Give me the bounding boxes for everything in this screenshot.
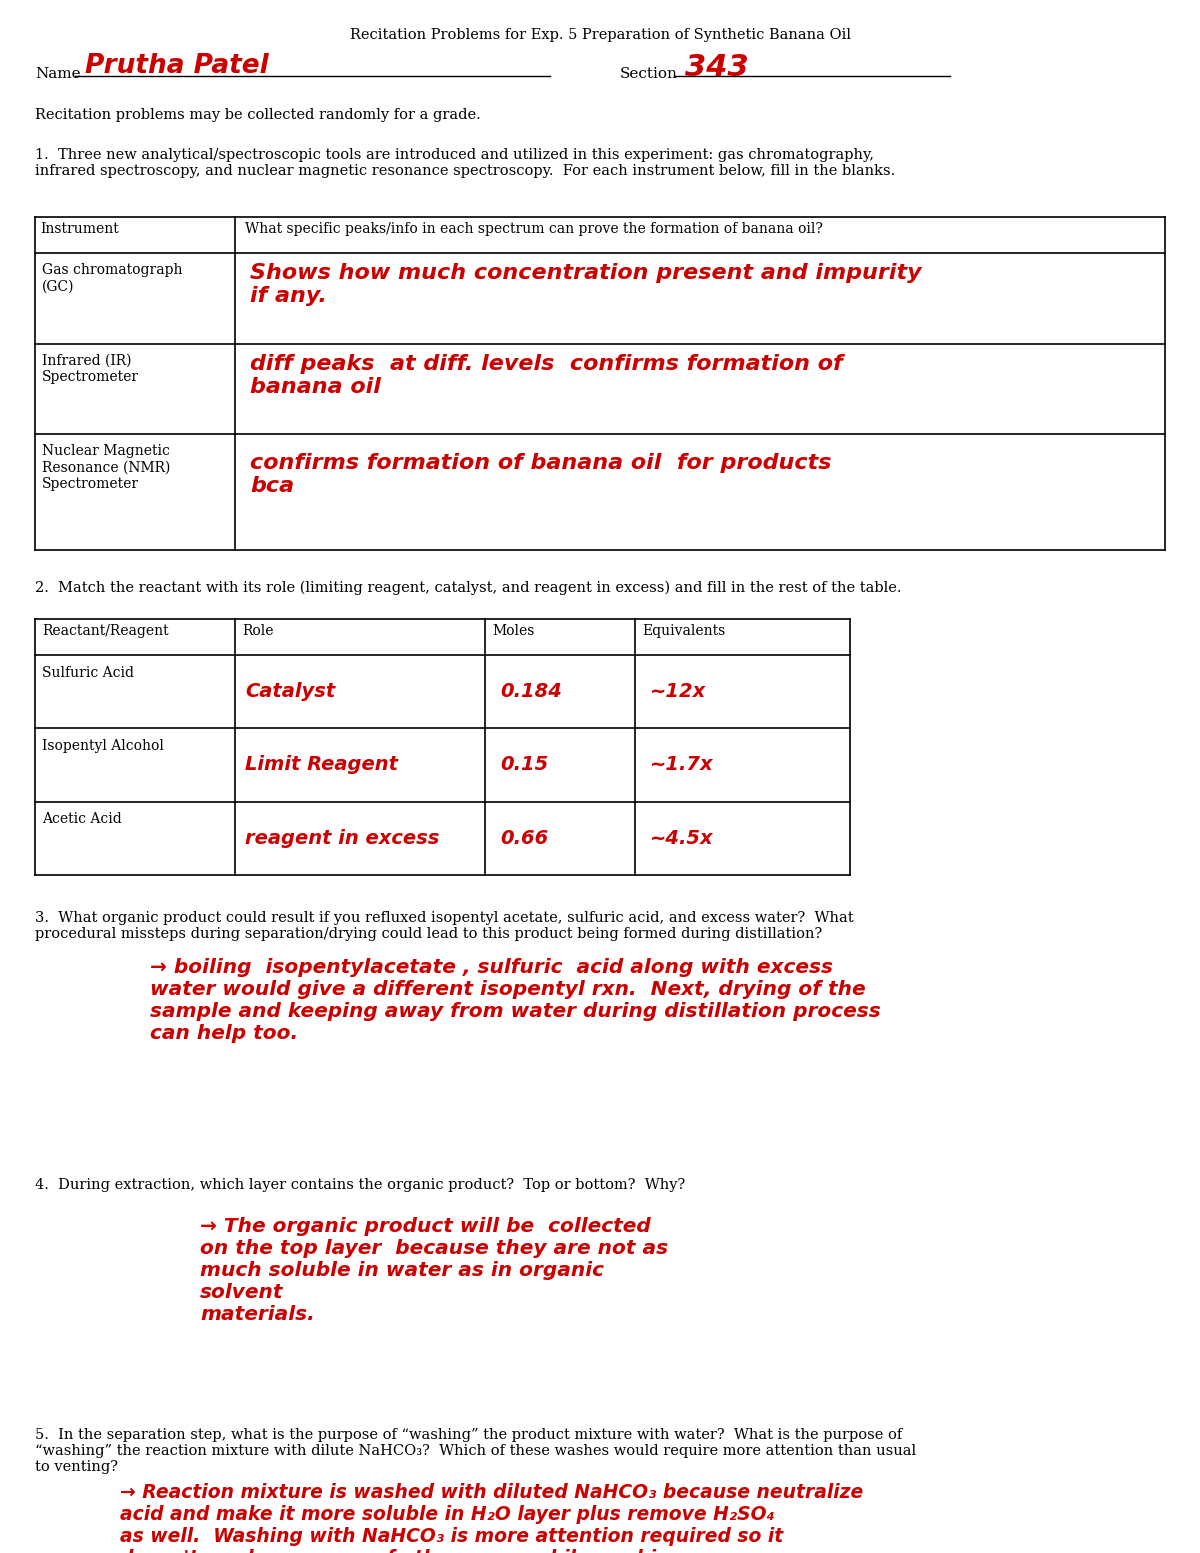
Text: 3.  What organic product could result if you refluxed isopentyl acetate, sulfuri: 3. What organic product could result if … xyxy=(35,912,853,941)
Text: 2.  Match the reactant with its role (limiting reagent, catalyst, and reagent in: 2. Match the reactant with its role (lim… xyxy=(35,581,901,595)
Text: Shows how much concentration present and impurity
if any.: Shows how much concentration present and… xyxy=(250,262,922,306)
Text: Prutha Patel: Prutha Patel xyxy=(85,53,269,79)
Text: Acetic Acid: Acetic Acid xyxy=(42,812,121,826)
Text: Catalyst: Catalyst xyxy=(245,682,335,702)
Text: → Reaction mixture is washed with diluted NaHCO₃ because neutralize
acid and mak: → Reaction mixture is washed with dilute… xyxy=(120,1483,863,1553)
Text: ~12x: ~12x xyxy=(650,682,707,702)
Text: Infrared (IR)
Spectrometer: Infrared (IR) Spectrometer xyxy=(42,354,139,384)
Text: diff peaks  at diff. levels  confirms formation of
banana oil: diff peaks at diff. levels confirms form… xyxy=(250,354,842,396)
Text: 0.184: 0.184 xyxy=(500,682,562,702)
Text: Equivalents: Equivalents xyxy=(642,624,725,638)
Text: → The organic product will be  collected
on the top layer  because they are not : → The organic product will be collected … xyxy=(200,1216,668,1323)
Text: Section: Section xyxy=(620,67,678,81)
Text: 1.  Three new analytical/spectroscopic tools are introduced and utilized in this: 1. Three new analytical/spectroscopic to… xyxy=(35,148,895,179)
Text: Name: Name xyxy=(35,67,80,81)
Text: Sulfuric Acid: Sulfuric Acid xyxy=(42,666,134,680)
Text: Reactant/Reagent: Reactant/Reagent xyxy=(42,624,169,638)
Text: What specific peaks/info in each spectrum can prove the formation of banana oil?: What specific peaks/info in each spectru… xyxy=(245,222,823,236)
Text: Role: Role xyxy=(242,624,274,638)
Text: Recitation Problems for Exp. 5 Preparation of Synthetic Banana Oil: Recitation Problems for Exp. 5 Preparati… xyxy=(349,28,851,42)
Text: Gas chromatograph
(GC): Gas chromatograph (GC) xyxy=(42,264,182,294)
Text: Moles: Moles xyxy=(492,624,534,638)
Text: Instrument: Instrument xyxy=(40,222,119,236)
Text: 5.  In the separation step, what is the purpose of “washing” the product mixture: 5. In the separation step, what is the p… xyxy=(35,1427,916,1474)
Text: 0.66: 0.66 xyxy=(500,829,548,848)
Text: reagent in excess: reagent in excess xyxy=(245,829,439,848)
Text: Isopentyl Alcohol: Isopentyl Alcohol xyxy=(42,739,164,753)
Text: Nuclear Magnetic
Resonance (NMR)
Spectrometer: Nuclear Magnetic Resonance (NMR) Spectro… xyxy=(42,444,170,491)
Text: 0.15: 0.15 xyxy=(500,755,548,775)
Text: Recitation problems may be collected randomly for a grade.: Recitation problems may be collected ran… xyxy=(35,107,481,121)
Text: 343: 343 xyxy=(685,53,749,82)
Text: Limit Reagent: Limit Reagent xyxy=(245,755,398,775)
Text: 4.  During extraction, which layer contains the organic product?  Top or bottom?: 4. During extraction, which layer contai… xyxy=(35,1177,685,1191)
Text: ~1.7x: ~1.7x xyxy=(650,755,714,775)
Text: → boiling  isopentylacetate , sulfuric  acid along with excess
water would give : → boiling isopentylacetate , sulfuric ac… xyxy=(150,958,881,1044)
Text: ~4.5x: ~4.5x xyxy=(650,829,714,848)
Text: confirms formation of banana oil  for products
bca: confirms formation of banana oil for pro… xyxy=(250,453,832,497)
